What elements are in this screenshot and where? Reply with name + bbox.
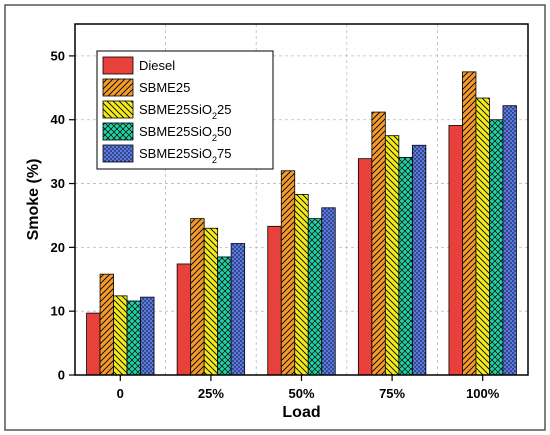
y-axis-ticks: 0 10 20 30 40 50 xyxy=(51,48,75,383)
x-axis-ticks: 0 25% 50% 75% 100% xyxy=(117,375,500,401)
grid xyxy=(75,24,528,375)
bar xyxy=(448,125,463,376)
bar-pattern xyxy=(231,243,245,375)
bar-pattern xyxy=(398,157,413,375)
x-tick-label: 75% xyxy=(379,386,405,401)
y-tick-label: 20 xyxy=(51,240,65,255)
x-axis-title: Load xyxy=(282,404,320,421)
bar xyxy=(357,158,373,376)
legend-label: SBME25SiO275 xyxy=(139,146,231,165)
bar-pattern xyxy=(385,135,399,375)
bar-pattern xyxy=(100,274,114,375)
bar-pattern xyxy=(412,145,426,375)
x-tick-label: 100% xyxy=(466,386,500,401)
legend-label: SBME25 xyxy=(139,80,190,95)
y-tick-label: 40 xyxy=(51,112,65,127)
legend-label-name: SBME25 xyxy=(139,80,190,95)
bar-pattern xyxy=(217,256,232,375)
y-tick-label: 10 xyxy=(51,304,65,319)
legend-swatch-pattern xyxy=(103,123,133,140)
legend-label-subscript: 2 xyxy=(212,111,217,121)
bars xyxy=(86,71,517,376)
bar-pattern xyxy=(462,71,476,375)
bar-pattern xyxy=(294,194,309,375)
legend-label-name: Diesel xyxy=(139,58,175,73)
legend-item: SBME25SiO275 xyxy=(102,144,231,165)
bar xyxy=(86,312,101,376)
legend-label: Diesel xyxy=(139,58,175,73)
y-tick-label: 0 xyxy=(58,368,65,383)
legend-label-subscript: 2 xyxy=(212,155,217,165)
y-tick-label: 50 xyxy=(51,48,65,63)
legend-item: SBME25SiO225 xyxy=(102,100,231,121)
x-tick-label: 25% xyxy=(198,386,224,401)
legend-label-name: SBME25SiO xyxy=(139,124,212,139)
bar-pattern xyxy=(321,207,336,375)
legend-item: SBME25SiO250 xyxy=(102,122,231,143)
bar-pattern xyxy=(281,170,295,375)
bar xyxy=(176,263,192,376)
bar-pattern xyxy=(204,228,218,375)
bar-pattern xyxy=(475,98,490,376)
legend-label-name: SBME25SiO xyxy=(139,102,212,117)
legend-label-subscript: 2 xyxy=(212,133,217,143)
legend-swatch-pattern xyxy=(103,101,133,118)
legend-swatch-pattern xyxy=(103,79,133,96)
legend-label-name: SBME25SiO xyxy=(139,146,212,161)
bar-pattern xyxy=(140,297,155,375)
legend-label-suffix: 50 xyxy=(217,124,231,139)
x-tick-label: 0 xyxy=(117,386,124,401)
bar xyxy=(267,225,282,376)
legend-label: SBME25SiO225 xyxy=(139,102,231,121)
legend-label-suffix: 25 xyxy=(217,102,231,117)
legend-swatch xyxy=(102,56,134,75)
legend: DieselSBME25SBME25SiO225SBME25SiO250SBME… xyxy=(96,50,274,170)
bar-pattern xyxy=(308,218,322,375)
bar-pattern xyxy=(502,105,517,376)
y-tick-label: 30 xyxy=(51,176,65,191)
legend-label: SBME25SiO250 xyxy=(139,124,231,143)
legend-item: SBME25 xyxy=(102,78,190,97)
bar-pattern xyxy=(371,112,386,375)
legend-item: Diesel xyxy=(102,56,175,75)
legend-label-suffix: 75 xyxy=(217,146,231,161)
bar-pattern xyxy=(127,300,141,375)
y-axis-title: Smoke (%) xyxy=(25,159,42,241)
bar-pattern xyxy=(113,295,128,375)
bar-pattern xyxy=(489,119,503,376)
x-tick-label: 50% xyxy=(288,386,314,401)
bar-pattern xyxy=(190,218,205,375)
legend-swatch-pattern xyxy=(103,145,133,162)
